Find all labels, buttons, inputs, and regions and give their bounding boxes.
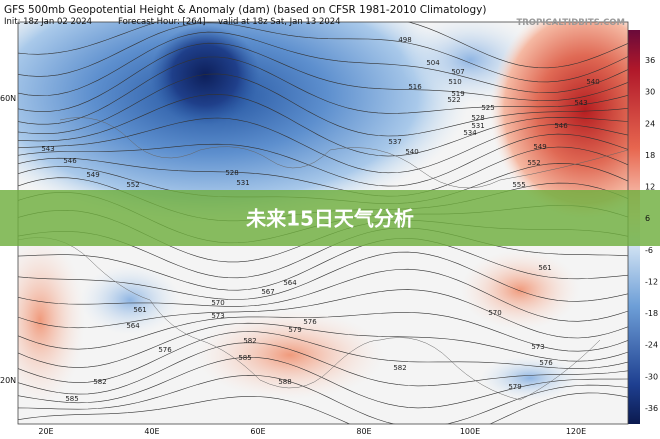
contour-label: 561 [133,306,146,314]
colorbar-label: -30 [645,372,658,381]
contour-label: 546 [63,157,77,165]
map-title: GFS 500mb Geopotential Height & Anomaly … [4,4,486,16]
contour-label: 546 [554,122,568,130]
contour-label: 576 [539,359,553,367]
coastlines [18,117,628,401]
contour-label: 531 [236,179,249,187]
contour-label: 516 [408,83,422,91]
longitude-label: 100E [460,427,480,436]
contour-label: 579 [508,383,521,391]
contour-line [18,94,628,157]
latitude-label: 60N [0,94,16,103]
colorbar-label: -24 [645,341,658,350]
contour-line [18,133,628,187]
contour-label: 561 [538,264,551,272]
contour-label: 567 [261,288,274,296]
contour-label: 528 [471,114,484,122]
contour-line [18,22,628,69]
contour-label: 555 [512,181,525,189]
contour-label: 543 [574,99,587,107]
contour-label: 582 [243,337,256,345]
contour-label: 582 [393,364,406,372]
contour-label: 519 [451,90,464,98]
forecast-hour: Forecast Hour: [264] [118,17,205,27]
contour-label: 570 [488,309,501,317]
colorbar-label: 24 [645,119,655,128]
contour-label: 570 [211,299,224,307]
contour-label: 507 [451,68,464,76]
contour-label: 528 [225,169,238,177]
colorbar-label: -18 [645,309,658,318]
longitude-label: 20E [38,427,53,436]
contour-label: 579 [288,326,301,334]
contour-label: 504 [426,59,440,67]
contour-line [18,56,628,125]
contour-line [18,342,628,395]
contour-label: 564 [126,322,140,330]
longitude-label: 80E [356,427,371,436]
contour-label: 543 [41,145,54,153]
contour-label: 549 [533,143,546,151]
contour-line [18,31,628,97]
contour-line [18,392,628,424]
contour-label: 534 [463,129,477,137]
contour-line [18,312,628,352]
contour-line [18,238,628,291]
contour-label: 531 [471,122,484,130]
contour-label: 522 [447,96,460,104]
valid-time: valid at 18z Sat, Jan 13 2024 [218,17,341,27]
colorbar-label: 36 [645,56,655,65]
contour-label: 573 [531,343,544,351]
latitude-label: 20N [0,376,16,385]
init-time: Init: 18z Jan 02 2024 [4,17,92,27]
contour-line [18,251,628,302]
contour-line [18,289,628,339]
contour-line [18,268,628,322]
contour-label: 525 [481,104,494,112]
contour-label: 573 [211,312,224,320]
longitude-label: 120E [566,427,586,436]
longitude-label: 60E [250,427,265,436]
colorbar-label: 12 [645,183,655,192]
colorbar-label: -36 [645,404,658,413]
colorbar-label: 30 [645,88,655,97]
longitude-label: 40E [144,427,159,436]
contour-label: 552 [527,159,540,167]
watermark: TROPICALTIDBITS.COM [516,18,625,28]
colorbar-label: 6 [645,214,650,223]
contour-line [18,117,628,174]
colorbar-label: -12 [645,277,658,286]
contour-label: 540 [405,148,418,156]
banner-title: 未来15日天气分析 [246,207,414,231]
contour-line [18,146,628,197]
contour-label: 576 [303,318,317,326]
contour-label: 582 [93,378,106,386]
banner [0,190,660,246]
contour-line [18,331,628,383]
colorbar-label: -6 [645,246,653,255]
contour-line [18,356,628,409]
contour-line [18,374,628,424]
contour-line [18,322,628,368]
contour-label: 585 [65,395,78,403]
contour-label: 585 [238,354,251,362]
contour-label: 552 [126,181,139,189]
contour-line [18,22,628,83]
contour-label: 540 [586,78,599,86]
contour-label: 537 [388,138,401,146]
contour-label: 498 [398,36,411,44]
contour-label: 564 [283,279,297,287]
contour-label: 588 [278,378,291,386]
labels: 4985045075105165195225255285315345375405… [0,36,658,436]
contour-label: 576 [158,346,172,354]
contour-label: 510 [448,78,461,86]
contour-line [18,42,628,112]
contour-label: 549 [86,171,99,179]
colorbar-label: 18 [645,151,655,160]
contour-line [18,73,628,137]
